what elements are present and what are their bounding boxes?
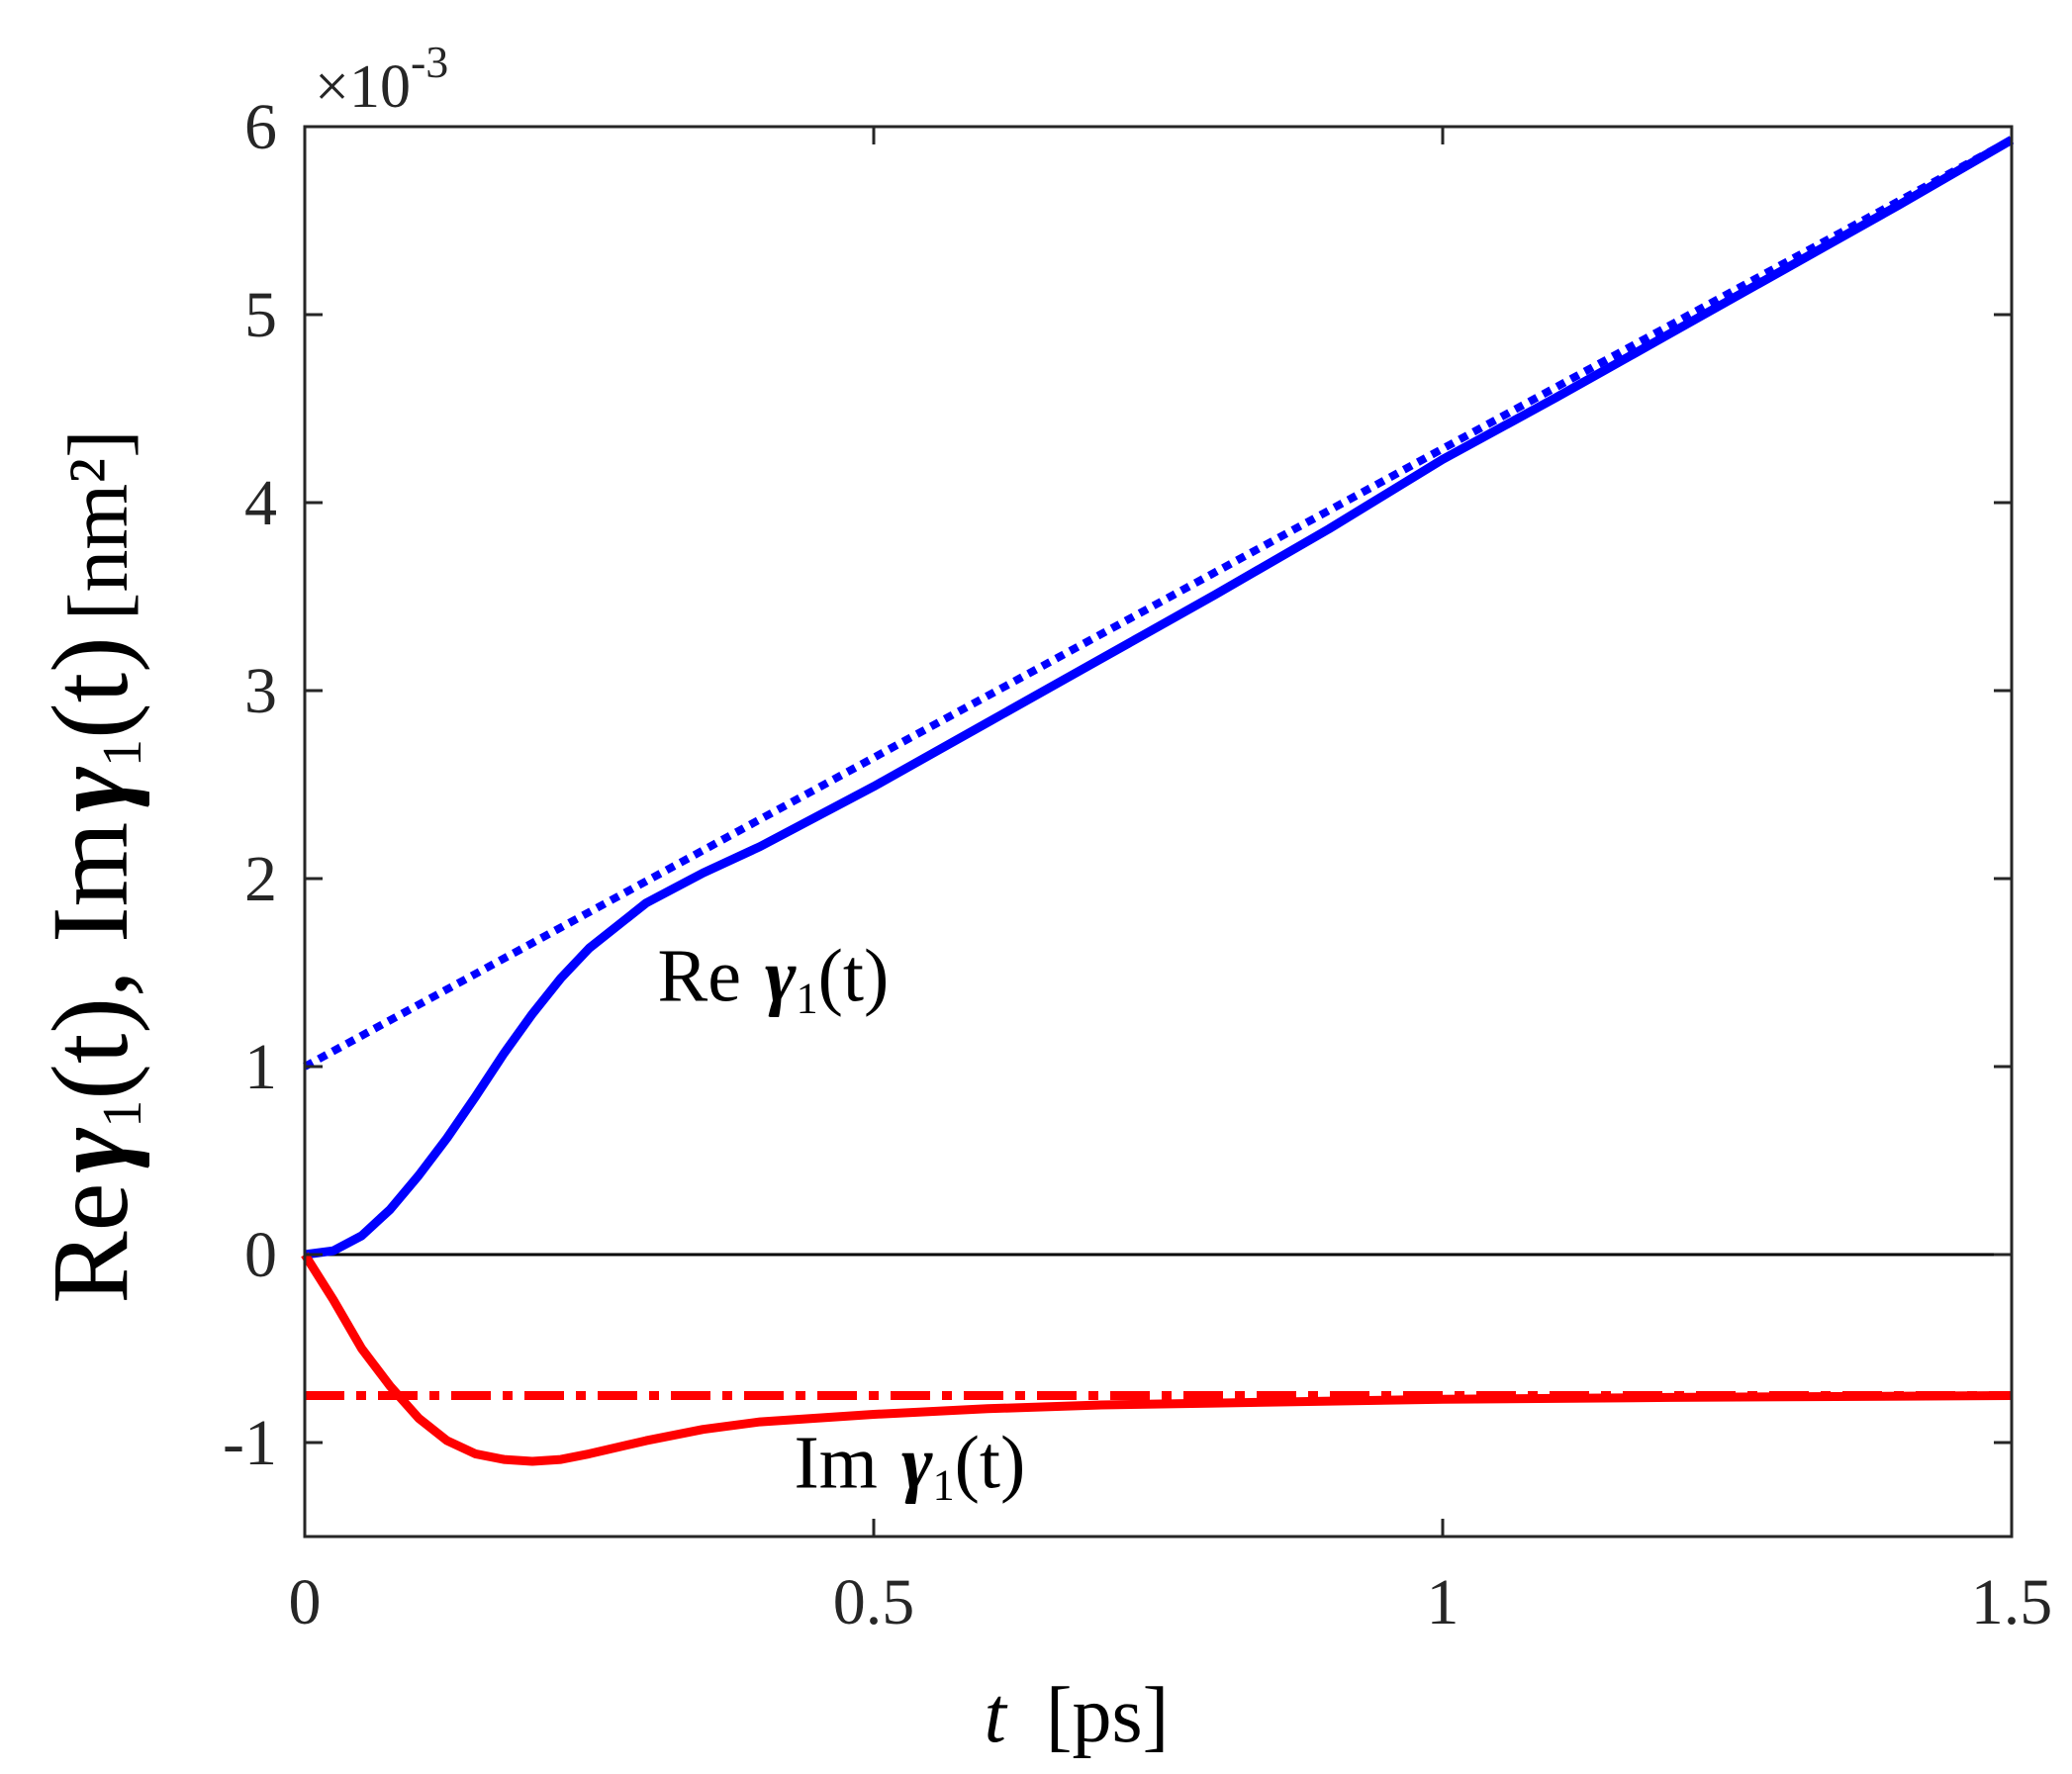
y-tick-label: 6 (244, 91, 277, 163)
x-axis-unit: [ps] (1046, 1672, 1169, 1759)
labels-layer: ×10-3 t [ps] Reγ1(t), Imγ1(t)[nm²] Re γ1(t… (30, 37, 1169, 1759)
y-tick-label: 3 (244, 655, 277, 727)
y-axis-part2: (t), Im (30, 822, 150, 1100)
y-axis-part3: (t) (30, 636, 150, 739)
annotation-1: Im γ1(t) (795, 1422, 1026, 1510)
y-tick-label: 2 (244, 843, 277, 915)
series-line-dotted-1 (303, 136, 2014, 1071)
series-line-solid-2 (301, 1252, 2013, 1466)
y-axis-title: Reγ1(t), Imγ1(t)[nm²] (30, 429, 153, 1304)
y-tick-label: 5 (244, 279, 277, 351)
annotation-0: Re γ1(t) (658, 935, 890, 1023)
series-line-solid-0 (304, 136, 2015, 1260)
y-tick-label: 1 (244, 1031, 277, 1103)
axes-layer: 0 0.5 1 1.5 -1 0 1 2 3 4 5 6 (223, 91, 2052, 1638)
x-tick-label: 1 (1427, 1566, 1460, 1638)
x-axis-var: t (985, 1672, 1008, 1759)
x-tick-label: 0 (289, 1566, 322, 1638)
y-exponent: ×10-3 (315, 37, 448, 121)
y-tick-label: 0 (244, 1219, 277, 1291)
axes-box (303, 125, 2014, 1539)
y-exponent-power: -3 (411, 37, 448, 87)
y-tick-label: 4 (244, 467, 277, 539)
y-axis-unit: [nm²] (50, 429, 145, 620)
y-axis-part1: Re (30, 1183, 150, 1304)
x-axis-title: t [ps] (985, 1672, 1170, 1759)
x-tick-label: 0.5 (833, 1566, 915, 1638)
series-layer (301, 136, 2015, 1466)
y-exponent-base: ×10 (315, 53, 411, 121)
y-tick-label: -1 (223, 1407, 277, 1479)
x-tick-label: 1.5 (1971, 1566, 2053, 1638)
